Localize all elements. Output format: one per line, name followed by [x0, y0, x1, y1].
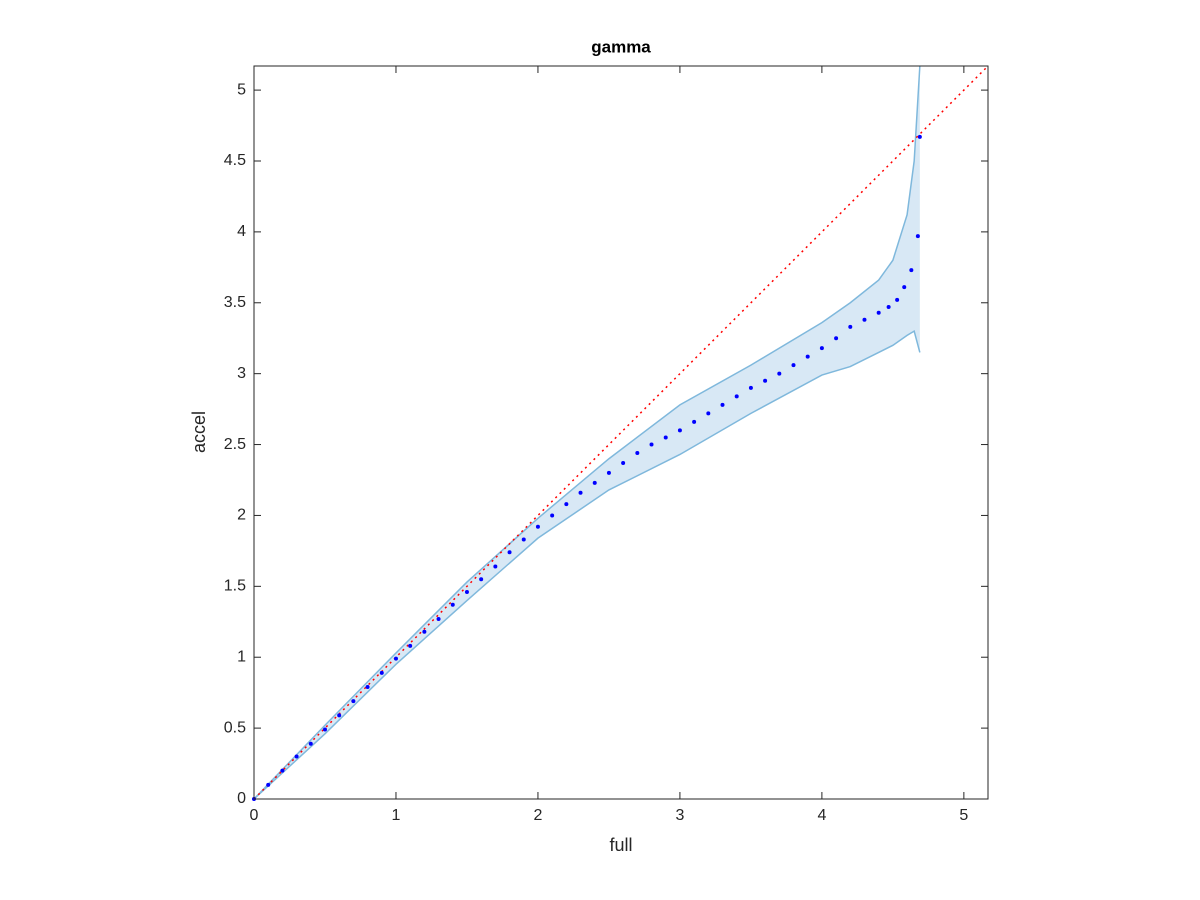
point: [578, 490, 583, 495]
y-tick-label: 5: [237, 81, 246, 98]
point: [365, 684, 370, 689]
band-lower: [253, 329, 921, 800]
point: [450, 602, 455, 607]
point: [819, 346, 824, 351]
x-tick-label: 3: [675, 807, 684, 824]
point: [876, 310, 881, 315]
point: [351, 699, 356, 704]
point: [635, 451, 640, 456]
point: [379, 670, 384, 675]
point: [834, 336, 839, 341]
point: [734, 394, 739, 399]
point: [748, 385, 753, 390]
point: [909, 268, 914, 273]
y-tick-label: 1: [237, 648, 246, 665]
point: [706, 411, 711, 416]
x-tick-label: 1: [392, 807, 401, 824]
x-tick-label: 5: [959, 807, 968, 824]
point: [862, 317, 867, 322]
band-upper: [253, 65, 921, 800]
point: [479, 577, 484, 582]
x-tick-label: 2: [533, 807, 542, 824]
y-tick-label: 0: [237, 790, 246, 807]
point: [649, 442, 654, 447]
point: [791, 363, 796, 368]
y-tick-label: 3: [237, 365, 246, 382]
point: [917, 134, 922, 139]
point: [535, 524, 540, 529]
y-axis-label: accel: [189, 411, 209, 453]
point: [507, 550, 512, 555]
point: [621, 460, 626, 465]
point: [763, 378, 768, 383]
point: [848, 324, 853, 329]
point: [436, 616, 441, 621]
point: [663, 435, 668, 440]
x-tick-label: 0: [250, 807, 259, 824]
point: [592, 480, 597, 485]
point: [886, 305, 891, 310]
x-axis-label: full: [609, 835, 632, 855]
point: [521, 537, 526, 542]
y-tick-label: 2.5: [224, 436, 246, 453]
point: [493, 564, 498, 569]
point: [805, 354, 810, 359]
point: [550, 513, 555, 518]
y-tick-label: 1.5: [224, 578, 246, 595]
point: [677, 428, 682, 433]
point: [337, 713, 342, 718]
axes-box: [253, 65, 989, 800]
y-tick-label: 3.5: [224, 294, 246, 311]
y-tick-label: 2: [237, 507, 246, 524]
point: [266, 782, 271, 787]
point: [720, 402, 725, 407]
point: [294, 754, 299, 759]
point: [606, 470, 611, 475]
point: [692, 419, 697, 424]
y-tick-label: 4: [237, 223, 246, 240]
point: [902, 285, 907, 290]
reference-line: [253, 65, 989, 800]
point: [393, 656, 398, 661]
point: [422, 629, 427, 634]
y-tick-label: 4.5: [224, 152, 246, 169]
point: [464, 590, 469, 595]
point: [308, 741, 313, 746]
point: [777, 371, 782, 376]
point: [408, 643, 413, 648]
point: [322, 727, 327, 732]
x-tick-label: 4: [817, 807, 826, 824]
point: [895, 297, 900, 302]
chart-title: gamma: [591, 37, 651, 56]
point: [915, 234, 920, 239]
y-tick-label: 0.5: [224, 719, 246, 736]
point: [280, 768, 285, 773]
point: [564, 502, 569, 507]
